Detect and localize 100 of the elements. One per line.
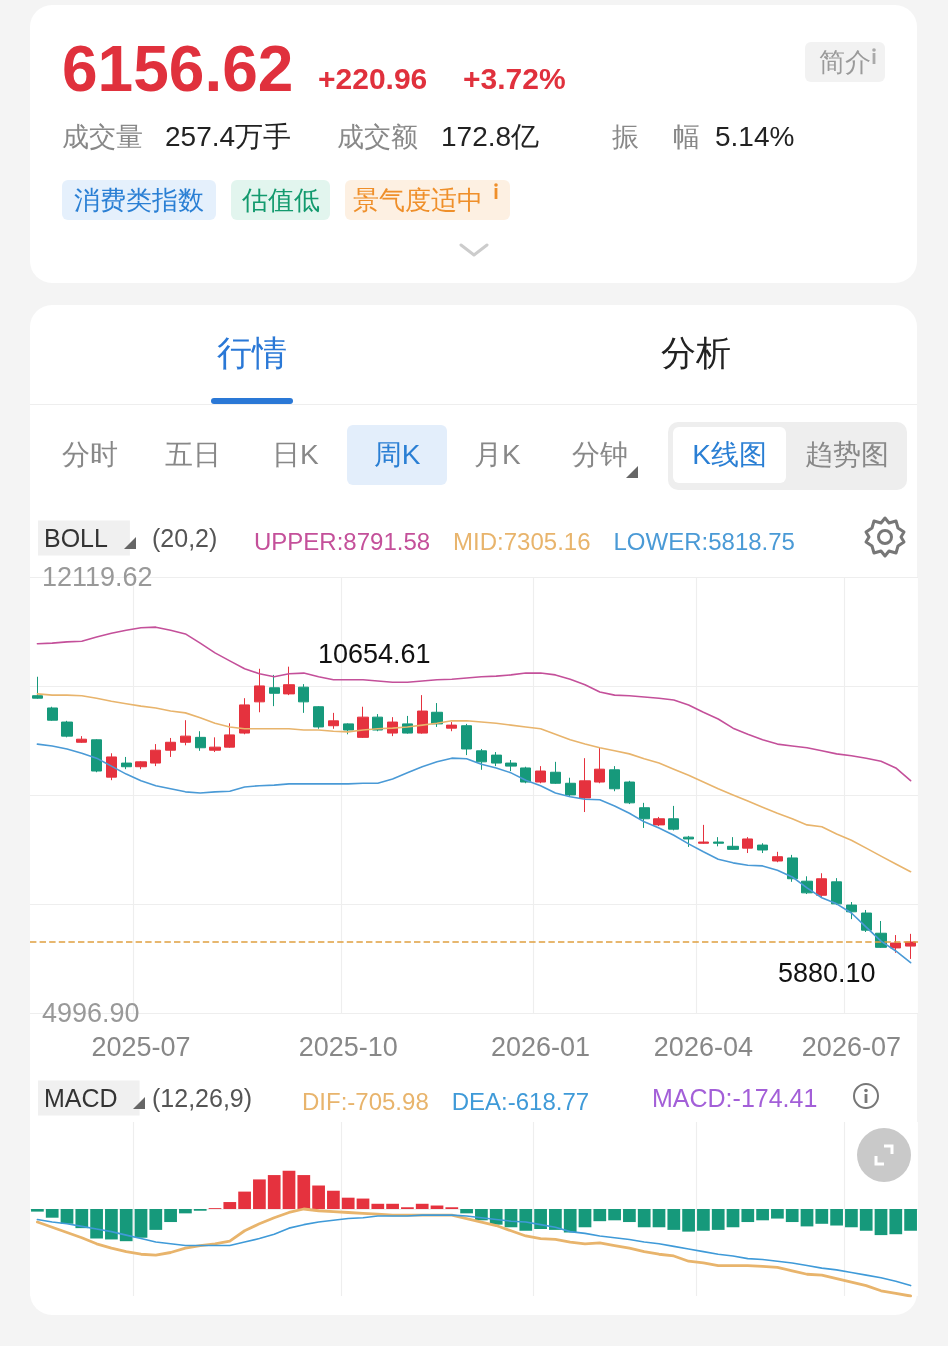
text: 趋势图 [803,438,890,472]
text: DIF:-705.98 [302,1087,429,1115]
text: 简介 [805,42,885,82]
x-tick-label: 2026-04 [653,1031,753,1062]
candlestick [269,674,280,707]
candlestick [91,738,102,773]
candlestick [757,842,768,854]
bar [711,1209,725,1230]
candlestick [283,666,295,696]
candlestick [328,712,339,730]
text: LOWER:5818.75 [613,527,795,555]
bar [637,1209,651,1228]
bar [60,1209,74,1224]
y-tick-label: 12119.62 [42,562,153,592]
text: 周K [347,425,447,485]
candlestick [668,805,679,831]
bar [845,1209,858,1228]
candlestick [579,757,591,813]
text: 估值低 [231,180,330,220]
candlestick [787,854,798,883]
bar [460,1209,473,1214]
text: 172.8亿 [441,120,540,154]
x-tick-label: 2026-01 [491,1031,591,1062]
text: 5.14% [715,120,795,154]
candlestick [594,747,605,784]
y-tick-label: 4996.90 [42,998,140,1028]
bar [785,1209,799,1223]
bar [356,1198,370,1209]
candlestick [32,676,43,700]
bar [149,1209,163,1230]
candlestick [550,761,561,785]
candlestick [846,901,857,920]
text: 成交量 [62,121,143,154]
bar [31,1209,44,1212]
candlestick [165,737,176,758]
candlestick [417,694,428,735]
text: UPPER:8791.58 [254,527,431,555]
bar [179,1209,192,1214]
candlestick [505,759,517,772]
candlestick [905,933,916,960]
line-series [36,693,912,873]
bar [549,1209,562,1230]
text: BOLL [44,524,109,552]
candlestick [713,836,724,847]
candlestick [461,723,472,756]
bar [771,1209,784,1219]
text: 振 [612,121,639,154]
candlestick [150,743,161,767]
text: MID:7305.16 [453,527,591,555]
candlestick [298,683,309,714]
candlestick [535,765,546,784]
bar [874,1209,888,1236]
candlestick [209,736,221,753]
bar [297,1175,311,1209]
candlestick [727,836,739,851]
text: 景气度适中 [345,180,510,220]
bar [164,1209,177,1223]
text: 五日 [165,438,221,472]
text: 257.4万手 [165,120,292,154]
text: MACD [44,1084,118,1112]
text: MACD:-174.41 [652,1084,818,1112]
candlestick [742,836,753,854]
text: 日K [272,438,319,472]
bar [312,1185,325,1209]
candlestick [565,777,576,797]
bar [341,1197,355,1209]
candlestick [683,835,694,848]
text: 行情 [216,332,288,374]
candlestick [609,765,620,792]
bar [75,1209,89,1229]
text: (20,2) [152,524,218,552]
bar [119,1209,133,1242]
bar [90,1209,103,1239]
bar [563,1209,577,1233]
candlestick [357,706,369,739]
candlestick [313,705,324,730]
annotation: 10654.61 [318,639,431,669]
bar [726,1209,740,1228]
candlestick [446,721,457,732]
bar [371,1203,385,1209]
text: 分钟 [572,438,628,472]
candlestick [135,760,147,770]
bar [327,1190,340,1209]
text: +220.96 [318,62,428,96]
bar [282,1170,296,1209]
candlestick [343,722,354,735]
bar [889,1209,903,1235]
x-tick-label: 2026-07 [801,1031,901,1062]
bar [815,1209,829,1224]
candlestick [653,816,665,827]
candlestick [224,722,235,749]
text: 成交额 [337,121,418,154]
candlestick [890,934,901,954]
text: (12,26,9) [152,1084,253,1112]
bar [593,1209,607,1222]
candlestick [254,668,265,713]
text: 月K [474,438,521,472]
text: 幅 [673,121,700,154]
bar [238,1191,251,1209]
candlestick [491,751,502,767]
